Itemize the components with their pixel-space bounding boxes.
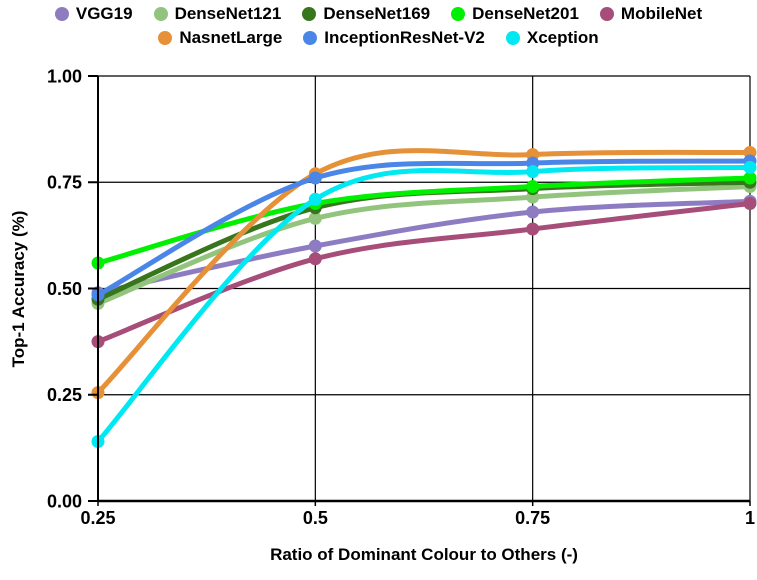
x-axis-title: Ratio of Dominant Colour to Others (-) <box>270 545 578 564</box>
legend-item-inceptionresnet-v2: InceptionResNet-V2 <box>303 28 485 48</box>
legend-swatch-icon-densenet121 <box>153 7 168 21</box>
legend-row: NasnetLarge InceptionResNet-V2 Xception <box>158 27 599 49</box>
legend-item-densenet121: DenseNet121 <box>153 4 282 24</box>
series-line-mobilenet <box>95 201 753 345</box>
legend-swatch-icon-densenet201 <box>451 7 466 21</box>
chart-legend: VGG19 DenseNet121 DenseNet169 DenseNet201 Mo… <box>0 3 757 49</box>
series-line-densenet121 <box>95 184 753 306</box>
legend-swatch-icon-xception <box>505 31 520 45</box>
legend-label-densenet121: DenseNet121 <box>174 4 282 23</box>
legend-item-mobilenet: MobileNet <box>599 4 703 24</box>
legend-label-inceptionresnet-v2: InceptionResNet-V2 <box>324 28 485 47</box>
data-point-mobilenet <box>526 222 540 236</box>
legend-swatch-icon-mobilenet <box>599 7 614 21</box>
data-point-densenet121 <box>308 211 322 225</box>
legend-swatch-icon-inceptionresnet-v2 <box>303 31 318 45</box>
legend-item-nasnetlarge: NasnetLarge <box>158 28 282 48</box>
y-tick-label: 0.50 <box>47 279 82 299</box>
y-axis-title: Top-1 Accuracy (%) <box>9 211 28 368</box>
data-point-inceptionresnet-v2 <box>308 171 322 185</box>
legend-label-densenet201: DenseNet201 <box>472 4 579 23</box>
x-tick-label: 1 <box>745 508 755 528</box>
legend-row: VGG19 DenseNet121 DenseNet169 DenseNet201 Mo… <box>54 3 703 25</box>
y-tick-label: 0.00 <box>47 491 82 511</box>
legend-label-vgg19: VGG19 <box>75 4 133 23</box>
gridlines <box>98 75 751 501</box>
data-point-mobilenet <box>743 197 757 210</box>
x-tick-label: 0.25 <box>80 508 115 528</box>
legend-label-densenet169: DenseNet169 <box>323 4 431 23</box>
legend-label-xception: Xception <box>526 28 599 47</box>
y-tick-label: 0.75 <box>47 173 82 193</box>
data-point-vgg19 <box>308 239 322 253</box>
legend-item-vgg19: VGG19 <box>54 4 133 24</box>
legend-item-densenet169: DenseNet169 <box>302 4 430 24</box>
legend-label-mobilenet: MobileNet <box>620 4 703 23</box>
data-point-xception <box>526 165 540 179</box>
y-tick-label: 1.00 <box>47 66 82 86</box>
series-line-vgg19 <box>95 198 753 296</box>
data-point-xception <box>308 192 322 206</box>
data-point-densenet201 <box>743 171 757 185</box>
data-point-densenet201 <box>526 180 540 193</box>
legend-swatch-icon-vgg19 <box>54 7 69 21</box>
legend-label-nasnetlarge: NasnetLarge <box>179 28 283 47</box>
series-line-inceptionresnet-v2 <box>95 158 753 298</box>
series-densenet121 <box>91 180 757 310</box>
data-point-xception <box>743 160 757 174</box>
legend-item-densenet201: DenseNet201 <box>451 4 579 24</box>
data-point-mobilenet <box>308 252 322 266</box>
legend-swatch-icon-nasnetlarge <box>158 31 173 45</box>
x-tick-label: 0.75 <box>515 508 550 528</box>
y-tick-label: 0.25 <box>47 385 82 405</box>
series-lines <box>91 146 757 448</box>
tick-labels: 0.000.250.500.751.000.25 0.5 0.75 1 <box>47 66 755 528</box>
legend-swatch-icon-densenet169 <box>302 7 317 21</box>
series-line-densenet201 <box>95 175 753 266</box>
series-line-nasnetlarge <box>95 148 753 396</box>
legend-item-xception: Xception <box>505 28 599 48</box>
x-tick-label: 0.5 <box>303 508 328 528</box>
series-line-xception <box>95 164 753 444</box>
data-point-vgg19 <box>526 205 540 219</box>
axes <box>88 75 751 506</box>
